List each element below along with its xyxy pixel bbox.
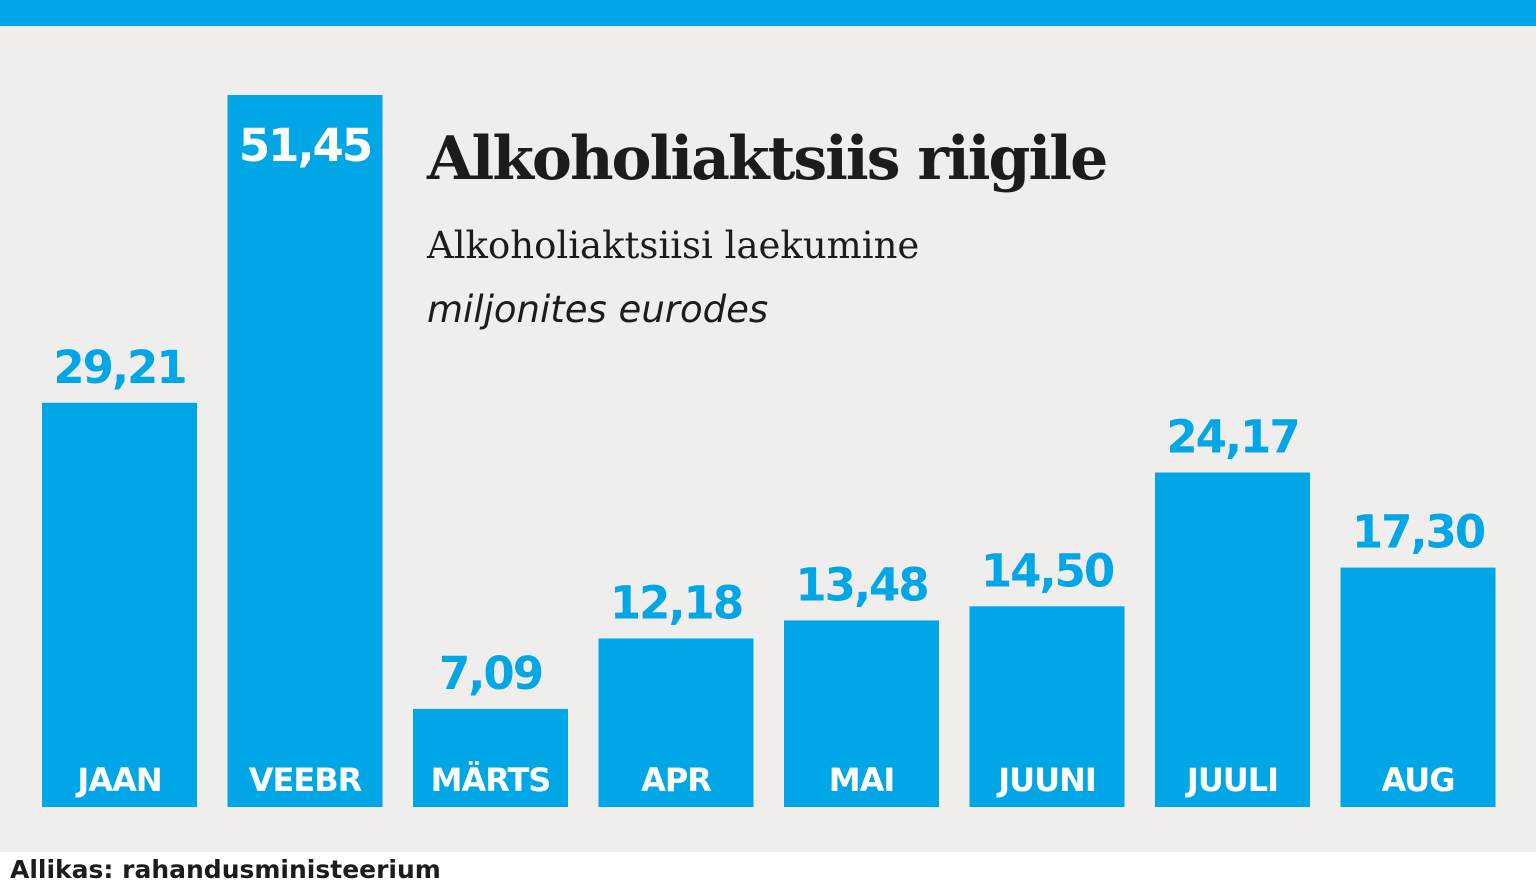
value-label-märts: 7,09 — [439, 647, 542, 700]
category-label-märts: MÄRTS — [431, 761, 551, 799]
bar-juuli — [1155, 472, 1310, 807]
bar-märts — [413, 708, 568, 807]
value-label-juuli: 24,17 — [1166, 411, 1298, 464]
category-label-veebr: VEEBR — [249, 761, 362, 799]
category-label-jaan: JAAN — [75, 761, 161, 799]
chart-title: Alkoholiaktsiis riigile — [427, 124, 1108, 194]
bar-juuni — [969, 606, 1125, 807]
value-label-aug: 17,30 — [1352, 506, 1485, 559]
chart-panel: 29,21 JAAN 51,45 VEEBR 7,09 MÄRTS 12,18 APR 13,4… — [0, 26, 1536, 852]
bar-jaan — [42, 402, 197, 807]
category-label-juuni: JUUNI — [996, 761, 1096, 799]
bar-chart: 29,21 JAAN 51,45 VEEBR 7,09 MÄRTS 12,18 APR 13,4… — [42, 95, 1496, 807]
chart-subtitle: Alkoholiaktsiisi laekumine — [427, 224, 920, 267]
bar-aug — [1340, 567, 1496, 807]
value-label-veebr: 51,45 — [239, 119, 371, 172]
category-label-mai: MAI — [829, 761, 895, 799]
category-label-aug: AUG — [1381, 761, 1454, 799]
source-note: Allikas: rahandusministeerium — [10, 855, 441, 884]
unit-label: miljonites eurodes — [427, 288, 769, 331]
bar-mai — [784, 620, 939, 807]
value-label-juuni: 14,50 — [981, 544, 1114, 597]
value-label-jaan: 29,21 — [53, 341, 185, 394]
bar-veebr — [227, 95, 383, 807]
top-accent-bar — [0, 0, 1536, 26]
category-label-apr: APR — [641, 761, 711, 799]
category-label-juuli: JUULI — [1185, 761, 1278, 799]
bar-apr — [598, 638, 754, 807]
value-label-mai: 13,48 — [795, 558, 927, 611]
value-label-apr: 12,18 — [610, 576, 742, 629]
